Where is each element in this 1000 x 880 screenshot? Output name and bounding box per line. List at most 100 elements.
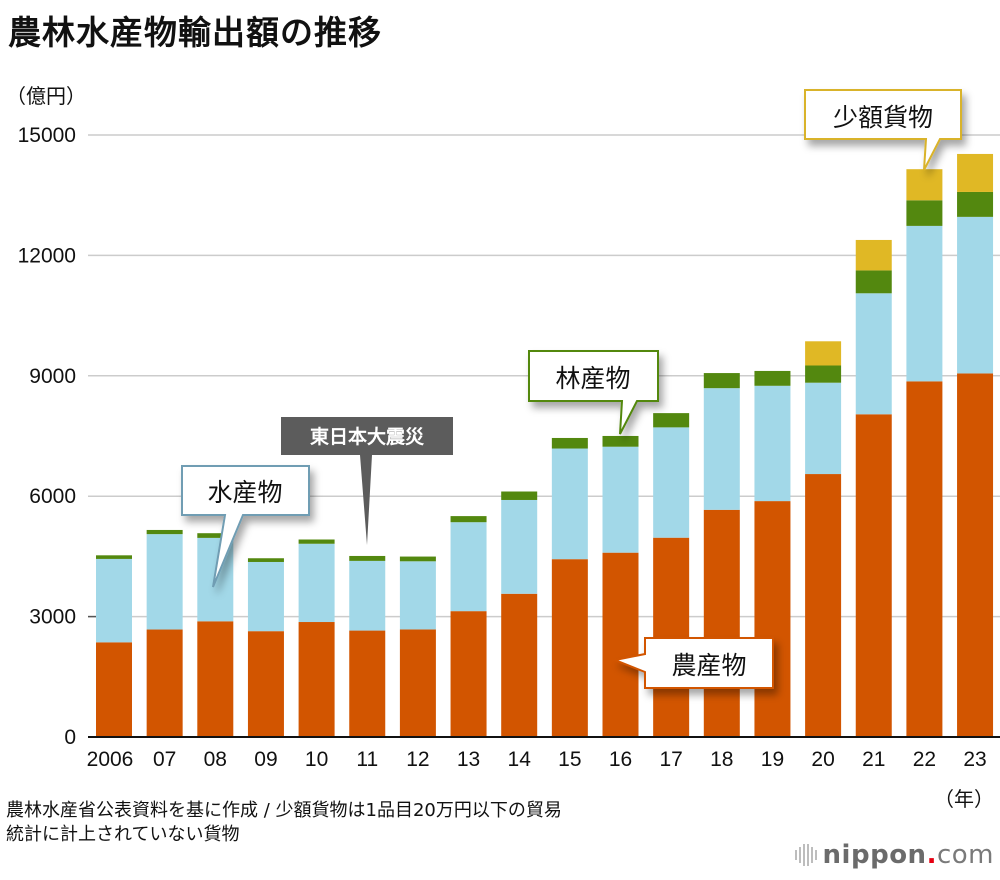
event-label-text: 東日本大震災 (310, 425, 425, 448)
bar-segment (349, 630, 386, 737)
logo-text: nippon.com (823, 840, 994, 870)
bar-stack (197, 533, 234, 737)
bar-segment (855, 414, 892, 737)
bar-stack (298, 539, 335, 737)
bar-stack (96, 555, 132, 737)
callout-forestry-box (528, 350, 659, 435)
x-tick-label: 10 (305, 748, 328, 771)
x-tick-label: 20 (811, 748, 834, 771)
bar-segment (906, 225, 943, 382)
bar-stack (653, 413, 690, 737)
bar-segment (754, 370, 791, 386)
bar-segment (450, 516, 487, 523)
bar-segment (96, 558, 132, 643)
bar-stack (703, 373, 740, 737)
bar-segment (247, 561, 284, 632)
x-tick-label: 23 (963, 748, 986, 771)
x-tick-label: 13 (457, 748, 480, 771)
callout-small-cargo-label: 少額貨物 (833, 103, 933, 132)
bar-segment (450, 611, 487, 737)
bar-segment (146, 534, 183, 630)
logo-bars-icon (794, 844, 817, 866)
x-tick-label: 17 (659, 748, 682, 771)
y-tick-label: 9000 (29, 365, 76, 388)
bar-segment (197, 533, 234, 538)
x-tick-label: 07 (153, 748, 176, 771)
bar-segment (247, 631, 284, 737)
callout-fishery: 水産物 (181, 465, 310, 588)
event-label-box (281, 417, 453, 545)
bar-segment (501, 593, 538, 737)
bar-segment (96, 555, 132, 559)
y-tick-label: 6000 (29, 485, 76, 508)
y-tick-label: 15000 (18, 124, 76, 147)
footnote: 農林水産省公表資料を基に作成 / 少額貨物は1品目20万円以下の貿易 統計に計上… (6, 799, 562, 847)
bar-segment (653, 427, 690, 538)
bar-segment (906, 381, 943, 737)
bar-stack (754, 370, 791, 737)
bar-segment (501, 491, 538, 500)
bar-stack (501, 491, 538, 737)
bar-segment (957, 373, 994, 737)
y-axis-unit: （億円） (6, 84, 86, 108)
bar-segment (602, 446, 639, 553)
logo-suffix: com (936, 840, 994, 870)
x-tick-label: 11 (356, 748, 378, 771)
bar-segment (298, 539, 335, 544)
bar-segment (957, 191, 994, 217)
bar-segment (247, 558, 284, 562)
bar-stack (805, 341, 842, 737)
bars (96, 153, 994, 737)
bar-stack (349, 555, 386, 737)
bar-stack (146, 529, 183, 737)
bar-segment (399, 556, 436, 562)
x-tick-label: 18 (710, 748, 733, 771)
y-tick-label: 12000 (18, 244, 76, 267)
bar-segment (399, 629, 436, 737)
bar-stack (957, 153, 994, 737)
bar-segment (450, 522, 487, 612)
bar-segment (551, 437, 588, 449)
x-tick-label: 19 (761, 748, 784, 771)
bar-segment (602, 435, 639, 447)
footnote-line-1: 農林水産省公表資料を基に作成 / 少額貨物は1品目20万円以下の貿易 (6, 800, 562, 821)
callout-forestry: 林産物 (528, 350, 659, 435)
bar-segment (399, 561, 436, 630)
x-tick-label: 16 (609, 748, 632, 771)
bar-segment (855, 270, 892, 294)
bar-segment (501, 499, 538, 594)
chart-title: 農林水産物輸出額の推移 (8, 13, 382, 52)
bar-segment (805, 382, 842, 475)
x-axis-unit: （年） (934, 787, 994, 811)
bar-segment (551, 448, 588, 560)
bar-segment (855, 293, 892, 415)
bar-segment (805, 474, 842, 737)
bar-stack (855, 239, 892, 737)
bar-segment (957, 153, 994, 192)
bar-segment (703, 388, 740, 510)
callout-agriculture: 農産物 (611, 637, 774, 689)
bar-segment (298, 543, 335, 623)
callout-small-cargo-box (804, 89, 962, 171)
bar-segment (906, 200, 943, 226)
bar-segment (703, 509, 740, 737)
x-tick-label: 08 (204, 748, 227, 771)
x-tick-label: 14 (508, 748, 532, 771)
bar-segment (146, 529, 183, 535)
bar-segment (349, 555, 386, 561)
bar-segment (957, 216, 994, 374)
x-tick-label: 15 (558, 748, 581, 771)
nippon-logo: nippon.com (794, 840, 994, 870)
x-axis-ticks: 2006 07 08 09 10 11 12 13 14 15 16 17 18 19 20 21 22 23 (87, 748, 987, 771)
logo-name: nippon (822, 840, 927, 870)
bar-stack (247, 558, 284, 737)
bar-segment (551, 559, 588, 737)
event-label-earthquake: 東日本大震災 (281, 417, 453, 545)
callout-forestry-label: 林産物 (555, 364, 630, 393)
bar-segment (653, 413, 690, 428)
x-tick-label: 2006 (87, 748, 134, 771)
bar-segment (754, 385, 791, 502)
logo-dot: . (926, 840, 937, 870)
callout-fishery-box (181, 465, 310, 588)
